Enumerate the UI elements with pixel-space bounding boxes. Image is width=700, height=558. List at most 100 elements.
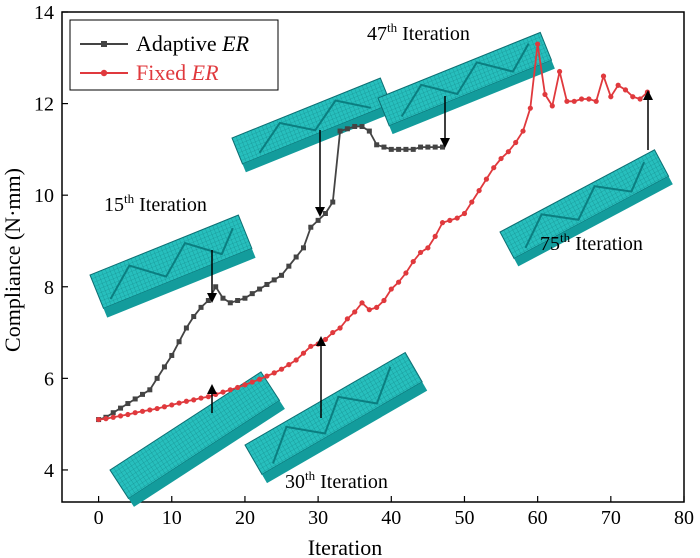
x-tick-label: 30 — [308, 507, 328, 529]
x-tick-label: 50 — [454, 507, 474, 529]
data-point-series-0 — [337, 128, 343, 134]
structure-75th-iteration — [499, 149, 673, 267]
data-point-series-1 — [578, 96, 585, 102]
data-point-series-1 — [454, 215, 460, 221]
x-tick-label: 60 — [528, 507, 548, 529]
data-point-series-0 — [161, 364, 167, 370]
data-point-series-0 — [279, 272, 285, 278]
data-point-series-0 — [183, 325, 189, 331]
data-point-series-0 — [388, 146, 394, 152]
data-point-series-1 — [139, 408, 146, 414]
data-point-series-1 — [630, 94, 636, 100]
data-point-series-0 — [322, 210, 328, 216]
data-point-series-1 — [564, 98, 570, 104]
x-tick-label: 70 — [601, 507, 621, 529]
data-point-series-1 — [161, 404, 168, 410]
data-point-series-1 — [169, 402, 175, 408]
data-point-series-0 — [110, 410, 116, 416]
data-point-series-0 — [213, 284, 219, 290]
data-point-series-1 — [132, 410, 138, 416]
data-point-series-1 — [117, 413, 124, 419]
data-point-series-1 — [593, 98, 599, 104]
data-point-series-1 — [571, 98, 577, 104]
data-point-series-1 — [381, 297, 387, 304]
data-point-series-1 — [505, 149, 511, 155]
data-point-series-1 — [637, 96, 643, 102]
data-point-series-1 — [461, 210, 468, 217]
data-point-series-0 — [308, 224, 314, 230]
data-point-series-1 — [417, 249, 424, 256]
data-point-series-1 — [615, 82, 621, 88]
data-point-series-1 — [396, 279, 402, 285]
data-point-series-0 — [359, 123, 365, 129]
annotation-30th: 30th Iteration — [285, 468, 388, 493]
data-point-series-1 — [271, 370, 277, 376]
data-point-series-0 — [220, 295, 226, 301]
data-point-series-1 — [300, 350, 307, 356]
data-point-series-1 — [242, 382, 248, 388]
data-point-series-1 — [535, 41, 541, 47]
data-point-series-1 — [557, 68, 563, 75]
y-tick-label: 8 — [44, 277, 54, 299]
data-point-series-1 — [256, 376, 263, 382]
data-point-series-1 — [249, 379, 255, 385]
data-point-series-1 — [344, 316, 350, 322]
data-point-series-1 — [586, 96, 592, 102]
data-point-series-0 — [154, 375, 160, 381]
legend-label-fixed: Fixed ER — [136, 60, 219, 85]
structure-47th-iteration — [377, 31, 555, 135]
data-point-series-1 — [95, 416, 102, 423]
data-point-series-1 — [154, 405, 160, 412]
data-point-series-1 — [432, 233, 438, 239]
data-point-series-1 — [410, 258, 416, 265]
data-point-series-0 — [257, 286, 263, 292]
data-point-series-1 — [183, 398, 189, 404]
structure-initial — [109, 371, 285, 507]
data-point-series-0 — [352, 123, 358, 129]
data-point-series-1 — [125, 411, 131, 418]
data-point-series-1 — [322, 336, 329, 343]
data-point-series-1 — [498, 155, 504, 162]
data-point-series-1 — [476, 187, 482, 194]
data-point-series-0 — [169, 352, 175, 358]
y-tick-label: 6 — [44, 368, 54, 390]
annotation-47th: 47th Iteration — [367, 20, 470, 45]
data-point-series-1 — [220, 389, 226, 395]
structure-33rd-iteration — [231, 77, 395, 173]
data-point-series-0 — [344, 126, 350, 132]
data-point-series-1 — [608, 94, 614, 100]
data-point-series-1 — [330, 329, 336, 336]
data-point-series-1 — [403, 270, 409, 276]
y-tick-label: 14 — [34, 2, 54, 24]
plot-frame — [61, 11, 685, 503]
data-point-series-0 — [264, 281, 270, 287]
data-point-series-1 — [213, 391, 219, 397]
x-axis-title: Iteration — [308, 535, 383, 558]
data-point-series-0 — [374, 142, 380, 148]
data-point-series-1 — [337, 325, 343, 331]
data-point-series-0 — [235, 298, 241, 304]
data-point-series-1 — [315, 341, 321, 347]
y-tick-label: 10 — [34, 185, 54, 207]
data-point-series-0 — [242, 295, 248, 301]
data-point-series-0 — [147, 387, 153, 393]
y-tick-label: 12 — [34, 94, 54, 116]
data-point-series-1 — [147, 407, 153, 413]
data-point-series-1 — [366, 307, 372, 313]
legend-marker-adaptive — [101, 41, 107, 47]
x-tick-label: 40 — [381, 507, 401, 529]
data-point-series-1 — [527, 105, 533, 111]
data-point-series-1 — [176, 400, 182, 406]
data-point-series-0 — [440, 144, 446, 150]
y-axis-ticks: 4 6 8 10 12 14 — [34, 2, 68, 482]
data-point-series-0 — [191, 314, 197, 320]
data-point-series-1 — [359, 300, 365, 306]
data-point-series-1 — [227, 387, 233, 393]
x-tick-label: 20 — [235, 507, 255, 529]
data-point-series-0 — [286, 263, 292, 269]
data-point-series-1 — [600, 73, 607, 79]
data-point-series-1 — [469, 199, 475, 205]
data-point-series-1 — [622, 87, 629, 93]
data-point-series-0 — [366, 128, 372, 134]
